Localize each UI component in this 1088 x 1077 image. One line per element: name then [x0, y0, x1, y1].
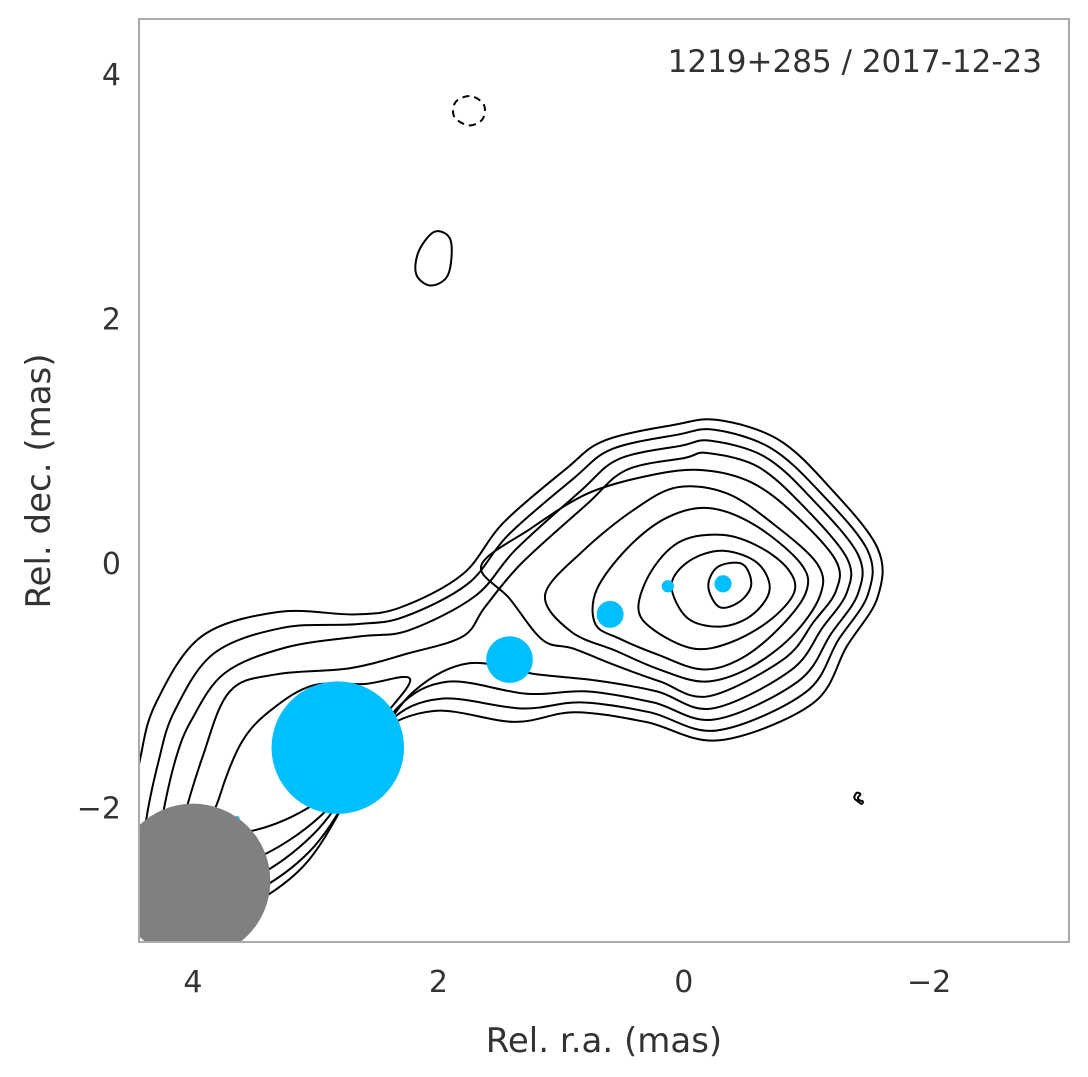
x-tick-label: 4	[183, 965, 202, 1000]
plot-frame	[138, 18, 1070, 943]
contour-level-6	[480, 468, 841, 698]
x-tick-label: 2	[429, 965, 448, 1000]
beam-layer	[139, 803, 271, 942]
contour-level-4	[172, 451, 853, 875]
contour-level-9	[637, 533, 797, 651]
contour-level-10	[670, 549, 771, 628]
x-axis-label: Rel. r.a. (mas)	[486, 1021, 722, 1061]
x-tick-label: −2	[907, 965, 951, 1000]
contour-level-8	[591, 506, 810, 671]
chart-title: 1219+285 / 2017-12-23	[668, 44, 1042, 80]
y-tick-label: 4	[102, 58, 121, 93]
y-tick-label: 2	[102, 303, 121, 338]
x-tick-label: 0	[674, 965, 693, 1000]
component-c2	[661, 580, 674, 593]
contour-level-11	[707, 561, 753, 609]
component-c4	[486, 636, 533, 683]
contour-level-13	[452, 94, 486, 127]
component-c1	[714, 575, 732, 593]
contour-level-14	[853, 791, 864, 805]
plot-background	[139, 19, 1069, 942]
beam-ellipse	[139, 803, 271, 942]
contour-level-12	[414, 230, 453, 287]
y-tick-label: −2	[77, 792, 121, 827]
plot-area	[138, 18, 1070, 943]
component-c3	[596, 600, 624, 628]
component-c5	[271, 681, 405, 814]
component-layer	[234, 575, 732, 822]
contour-level-7	[544, 485, 825, 683]
y-tick-label: 0	[102, 547, 121, 582]
y-axis-label: Rel. dec. (mas)	[19, 353, 59, 608]
y-tick-labels: −2 0 2 4	[77, 58, 121, 827]
x-tick-labels: 4 2 0 −2	[183, 965, 951, 1000]
